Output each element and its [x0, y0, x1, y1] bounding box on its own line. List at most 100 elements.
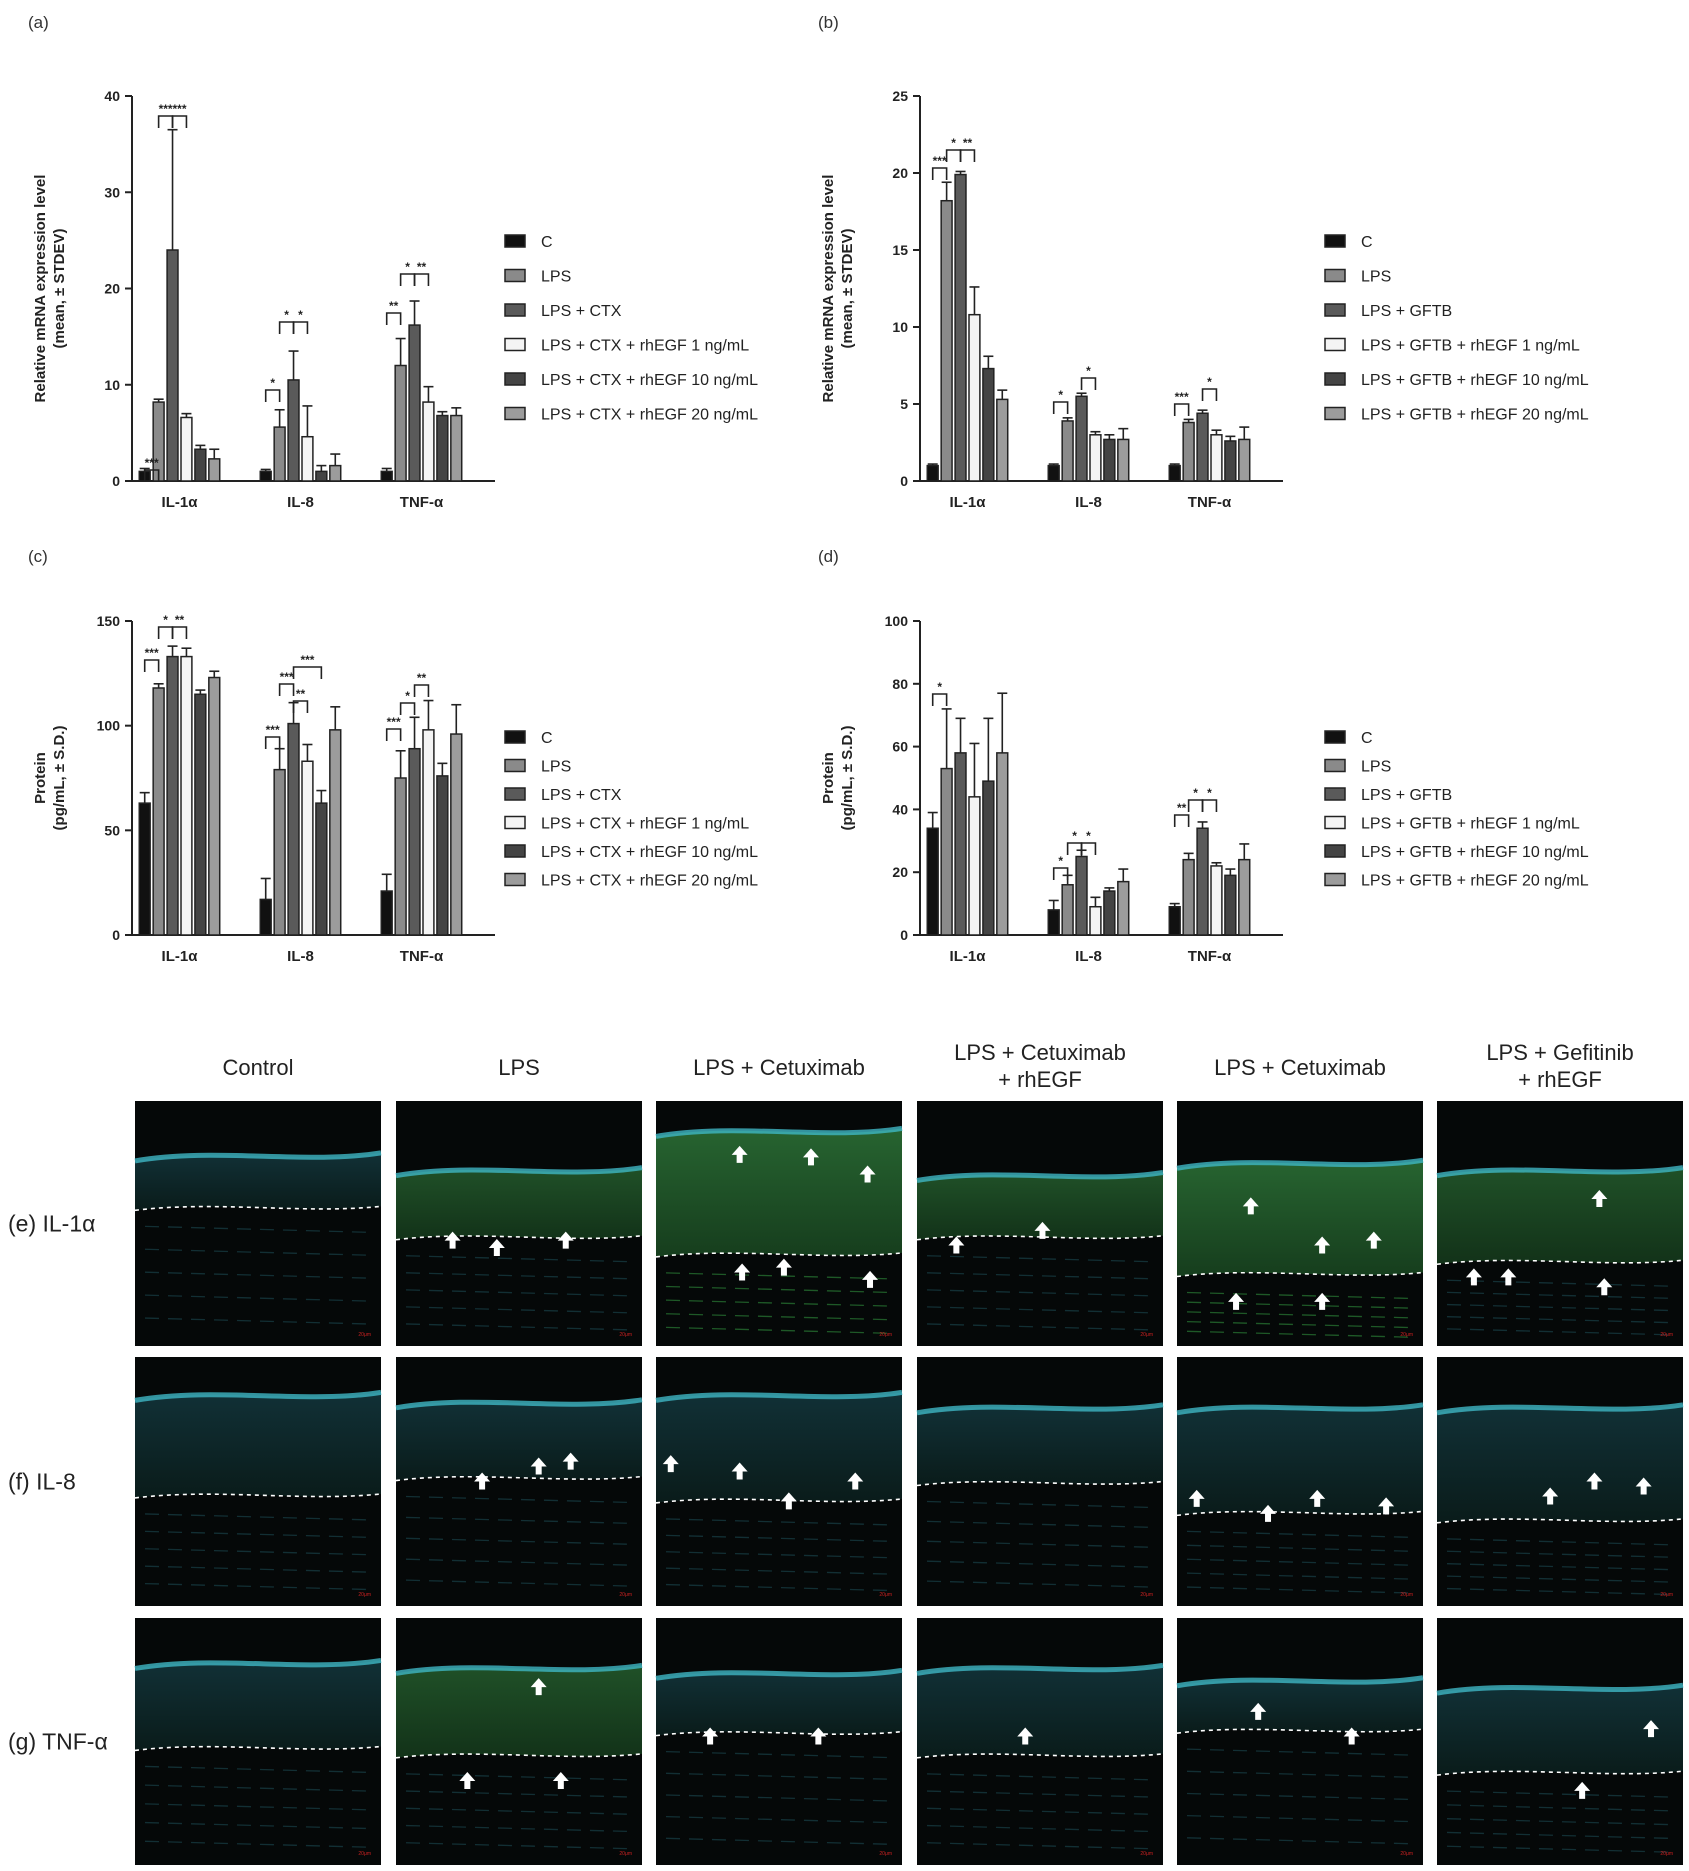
stroma-fibers	[405, 1306, 633, 1314]
y-tick-label: 100	[97, 718, 121, 734]
white-arrow-up-icon	[1500, 1268, 1517, 1286]
basement-membrane-dashed-line	[1436, 1259, 1684, 1266]
legend-swatch	[504, 234, 526, 248]
epithelium-layer	[135, 1392, 381, 1498]
legend-label: LPS + GFTB + rhEGF 20 ng/mL	[1361, 407, 1589, 424]
stroma-fibers	[665, 1750, 893, 1759]
x-tick-label: IL-8	[287, 494, 314, 511]
column-header-line: LPS + Gefitinib	[1486, 1040, 1633, 1065]
bar-lps-gftb-rhegf-20-ng-ml	[996, 752, 1009, 936]
stroma-fibers	[1446, 1575, 1674, 1583]
bar-lps	[394, 364, 407, 482]
epithelium-surface	[1176, 1402, 1424, 1416]
white-arrow-up-icon	[530, 1678, 547, 1696]
significance-bracket	[292, 700, 309, 713]
micrograph-tile: 20μm	[134, 1101, 382, 1346]
scale-bar-label: 20μm	[1660, 1851, 1673, 1857]
significance-bracket	[931, 167, 948, 180]
stroma-fibers	[405, 1773, 633, 1781]
micrograph-background	[396, 1357, 642, 1606]
bar-lps-ctx	[287, 722, 300, 936]
epithelium-layer	[1177, 1677, 1423, 1734]
bar-c	[1047, 464, 1060, 482]
significance-bracket	[143, 659, 160, 672]
stroma-fibers	[1446, 1831, 1674, 1840]
stroma-fibers	[144, 1582, 372, 1591]
y-tick-label: 40	[104, 88, 120, 104]
micrograph-background	[656, 1618, 902, 1865]
stroma-fibers	[1186, 1530, 1414, 1539]
bar-lps-ctx	[166, 249, 179, 482]
bar-lps-ctx-rhegf-20-ng-ml	[329, 729, 342, 936]
y-tick-label: 15	[892, 242, 908, 258]
epithelium-surface	[134, 1389, 382, 1403]
epithelium-layer	[1177, 1404, 1423, 1516]
scale-bar-label: 20μm	[1140, 1851, 1153, 1857]
basement-membrane-dashed-line	[1176, 1271, 1424, 1278]
epithelium-layer	[656, 1670, 902, 1736]
bar-charts-figure: (a) 0 10 20 30 40 Relative mRNA expression lev…	[28, 13, 1589, 965]
x-tick-label: IL-1α	[162, 494, 199, 511]
column-header-1: Control	[223, 1055, 294, 1080]
stroma-fibers	[926, 1790, 1154, 1798]
x-tick-label: TNF-α	[400, 948, 444, 965]
stroma-fibers	[665, 1815, 893, 1824]
y-tick-label: 5	[900, 396, 908, 412]
legend-label: LPS + GFTB + rhEGF 1 ng/mL	[1361, 338, 1580, 355]
stroma-fibers	[405, 1579, 633, 1587]
significance-mark: *	[1058, 854, 1063, 868]
legend-swatch	[1324, 815, 1346, 830]
legend-swatch	[1324, 406, 1346, 421]
stroma-fibers	[665, 1534, 893, 1542]
legend-label: C	[1361, 234, 1373, 251]
white-arrow-up-icon	[459, 1772, 476, 1790]
significance-mark: *	[951, 136, 956, 150]
stroma-fibers	[405, 1323, 633, 1331]
y-tick-label: 20	[892, 165, 908, 181]
bar-lps-gftb	[1075, 395, 1088, 482]
significance-mark: *	[1193, 786, 1198, 800]
micrograph-background	[135, 1101, 381, 1346]
micrograph-background	[1177, 1618, 1423, 1865]
stroma-fibers	[1446, 1328, 1674, 1336]
significance-bracket	[931, 693, 948, 706]
row-label-1: (e) IL-1α	[8, 1211, 95, 1237]
epithelium-surface	[1436, 1402, 1684, 1416]
legend-label: C	[541, 234, 553, 251]
column-header-line: LPS + Cetuximab	[693, 1055, 865, 1080]
scale-bar-label: 20μm	[358, 1592, 371, 1598]
significance-mark: **	[963, 136, 973, 150]
bar-lps-ctx-rhegf-1-ng-ml	[180, 655, 193, 936]
y-tick-label: 60	[892, 739, 908, 755]
white-arrow-up-icon	[847, 1472, 864, 1490]
y-tick-label: 100	[885, 613, 909, 629]
stroma-fibers	[665, 1518, 893, 1526]
epithelium-surface	[655, 1125, 903, 1139]
micrograph-tile: 20μm	[134, 1357, 382, 1606]
basement-membrane-dashed-line	[134, 1493, 382, 1499]
legend-label: LPS + GFTB + rhEGF 1 ng/mL	[1361, 816, 1580, 833]
epithelium-layer	[396, 1167, 642, 1240]
white-arrow-up-icon	[1314, 1236, 1331, 1254]
white-arrow-up-icon	[731, 1145, 748, 1163]
legend-label: C	[541, 730, 553, 747]
bar-lps-ctx	[287, 379, 300, 482]
column-header-line: LPS + Cetuximab	[1214, 1055, 1386, 1080]
scale-bar-label: 20μm	[1660, 1592, 1673, 1598]
white-arrow-up-icon	[557, 1231, 574, 1249]
stroma-fibers	[926, 1255, 1154, 1263]
stroma-fibers	[1446, 1550, 1674, 1558]
bar-lps-ctx	[408, 747, 421, 936]
epithelium-surface	[916, 1402, 1164, 1416]
micrograph-tile: 20μm	[1436, 1618, 1684, 1865]
basement-membrane-dashed-line	[655, 1730, 903, 1737]
panel-label: (a)	[28, 13, 49, 32]
stroma-fibers	[665, 1326, 893, 1335]
stroma-fibers	[1186, 1815, 1414, 1823]
stroma-fibers	[144, 1803, 372, 1811]
legend-swatch	[1324, 337, 1346, 352]
column-header-line: + rhEGF	[1518, 1067, 1602, 1092]
significance-bracket	[292, 666, 323, 679]
y-axis-title: Protein (pg/mL, ± S.D.)	[32, 726, 68, 831]
